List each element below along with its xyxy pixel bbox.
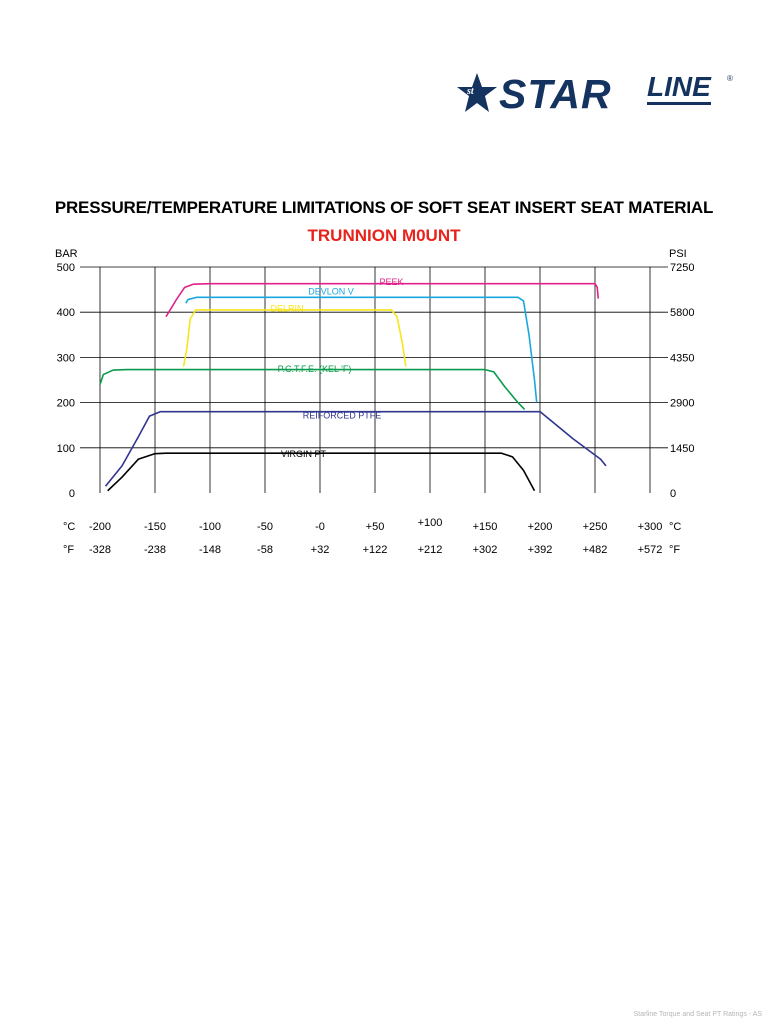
x-tick-c: -150 [144, 521, 166, 533]
x-tick-f: -238 [144, 544, 166, 556]
series-label: P.C.T.F.E. (KEL 'F) [278, 364, 352, 374]
y-tick-left: 100 [57, 443, 75, 455]
chart-subtitle: TRUNNION M0UNT [307, 226, 461, 245]
series-line [165, 282, 600, 318]
x-tick-c: +150 [473, 521, 498, 533]
pt-chart: BAR PSI 500 7250 400 5800 300 4350 200 2900 100 145… [55, 248, 694, 556]
chart-title: PRESSURE/TEMPERATURE LIMITATIONS OF SOFT… [54, 198, 714, 217]
y-tick-left: 400 [57, 307, 75, 319]
y-tick-right: 4350 [670, 352, 694, 364]
y-left-unit: BAR [55, 248, 78, 260]
x-tick-f: -148 [199, 544, 221, 556]
y-tick-left: 500 [57, 262, 75, 274]
logo-initials: st [467, 86, 474, 97]
x-tick-f: +392 [528, 544, 553, 556]
brand-sub: LINE [647, 72, 711, 105]
x-tick-c: +50 [366, 521, 385, 533]
series-line [99, 368, 526, 410]
y-tick-left: 0 [69, 488, 75, 500]
series-label: DEVLON V [308, 287, 354, 297]
series-label: VIRGIN PT [281, 449, 327, 459]
brand-name: STAR [499, 71, 612, 117]
series-label: REIFORCED PTFE [303, 410, 382, 420]
y-tick-right: 7250 [670, 262, 694, 274]
x-tick-f: +482 [583, 544, 608, 556]
y-tick-left: 200 [57, 398, 75, 410]
x-unit-f-right: °F [669, 544, 680, 556]
x-unit-c-right: °C [669, 521, 681, 533]
x-tick-f: -328 [89, 544, 111, 556]
y-tick-right: 0 [670, 488, 676, 500]
x-tick-f: +572 [638, 544, 663, 556]
x-tick-c: +250 [583, 521, 608, 533]
x-tick-c: -100 [199, 521, 221, 533]
starline-logo: st STAR LINE ® [455, 70, 745, 120]
series-label: PEEK [379, 277, 403, 287]
series-line [182, 309, 407, 367]
series-line [185, 296, 538, 403]
x-tick-c: -50 [257, 521, 273, 533]
y-tick-left: 300 [57, 352, 75, 364]
x-tick-c: +200 [528, 521, 553, 533]
y-right-unit: PSI [669, 248, 687, 260]
registered-mark: ® [727, 74, 733, 83]
x-unit-c: °C [63, 521, 75, 533]
star-icon: st [455, 72, 499, 114]
x-tick-c: -200 [89, 521, 111, 533]
x-unit-f: °F [63, 544, 74, 556]
footer-text: Starline Torque and Seat PT Ratings - AS [633, 1011, 762, 1018]
x-tick-f: +302 [473, 544, 498, 556]
series-line [104, 410, 607, 487]
x-tick-c: +300 [638, 521, 663, 533]
x-tick-f: +212 [418, 544, 443, 556]
x-tick-f: +32 [311, 544, 330, 556]
x-tick-f: -58 [257, 544, 273, 556]
series-label: DELRIN [270, 303, 303, 313]
series-line [107, 452, 536, 492]
y-tick-right: 2900 [670, 398, 694, 410]
x-tick-c: +100 [418, 517, 443, 529]
x-tick-f: +122 [363, 544, 388, 556]
y-tick-right: 5800 [670, 307, 694, 319]
y-tick-right: 1450 [670, 443, 694, 455]
x-tick-c: -0 [315, 521, 325, 533]
